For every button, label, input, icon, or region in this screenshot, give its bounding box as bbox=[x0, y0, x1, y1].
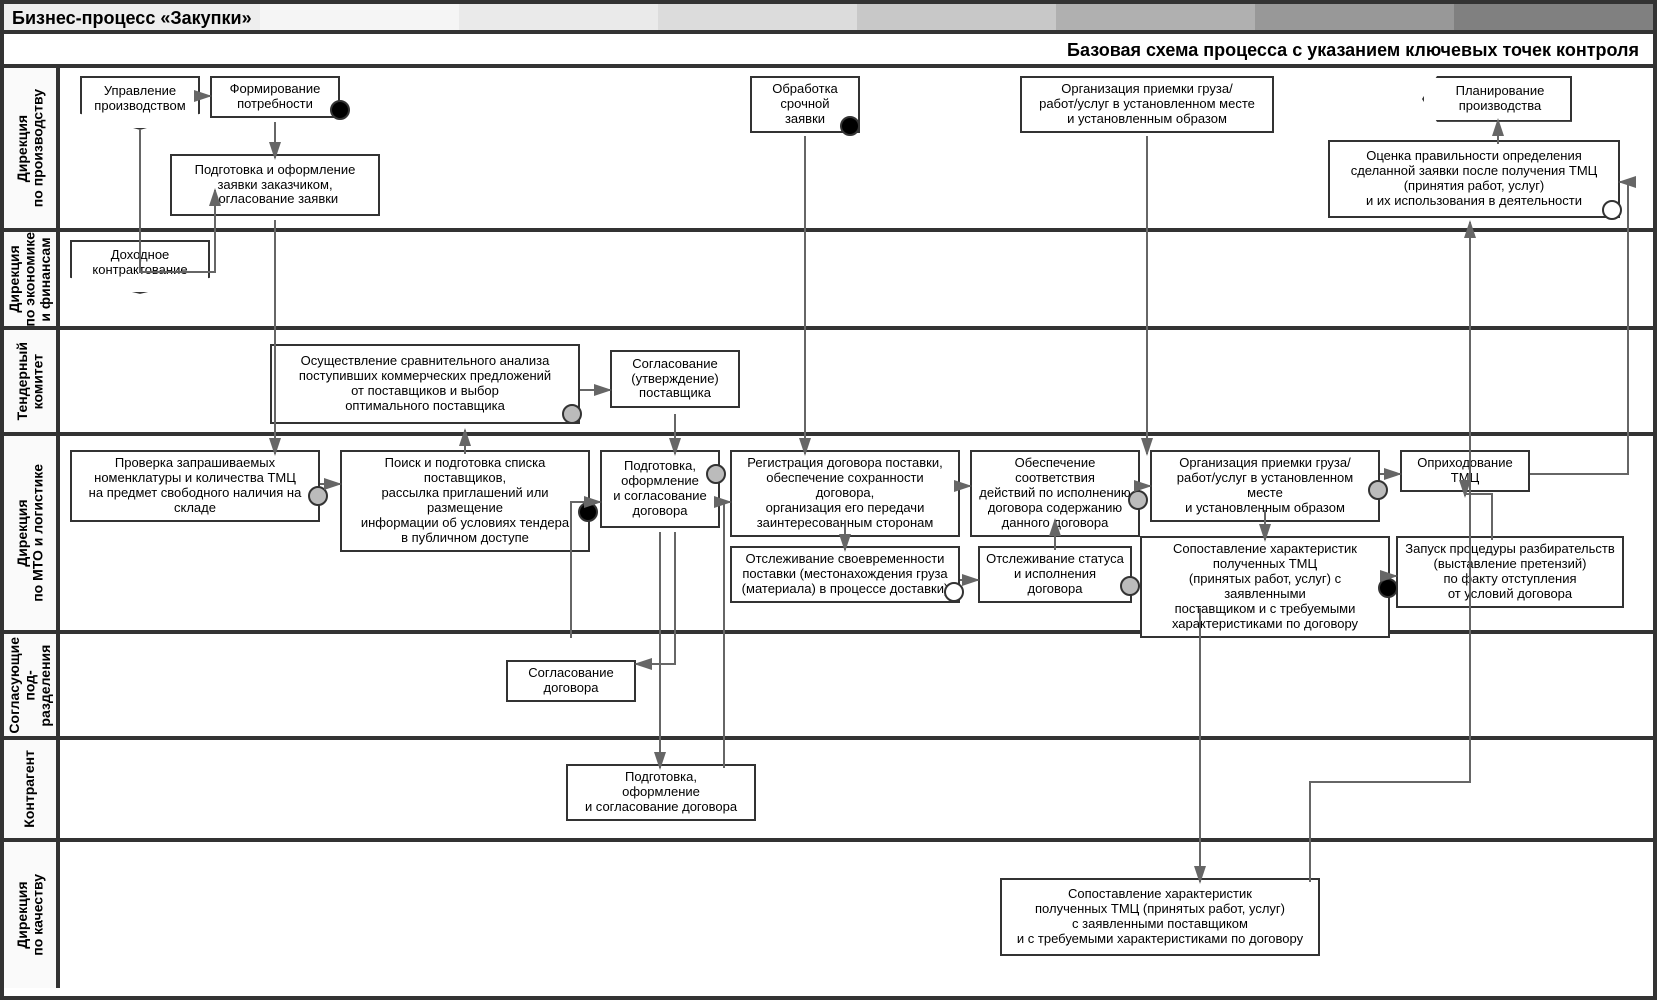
lane-lane3: Тендерный комитет Осуществление сравнител… bbox=[4, 330, 1653, 436]
node-n17: Отслеживание статуса и исполнения догово… bbox=[978, 546, 1132, 603]
swimlanes: Дирекция по производствуУправление произ… bbox=[4, 68, 1653, 992]
node-n24: Сопоставление характеристик полученных Т… bbox=[1000, 878, 1320, 956]
header-bar: Бизнес-процесс «Закупки» bbox=[4, 4, 1653, 34]
lane-content: Осуществление сравнительного анализа пос… bbox=[60, 330, 1653, 432]
node-n18: Организация приемки груза/ работ/услуг в… bbox=[1150, 450, 1380, 522]
node-n2: Формирование потребности bbox=[210, 76, 340, 118]
node-n23: Подготовка, оформление и согласование до… bbox=[566, 764, 756, 821]
node-n16: Обеспечение соответствия действий по исп… bbox=[970, 450, 1140, 537]
lane-label: Контрагент bbox=[4, 740, 60, 838]
lane-label: Дирекция по качеству bbox=[4, 842, 60, 988]
lane-lane2: Дирекция по экономике и финансамДоходное… bbox=[4, 232, 1653, 330]
node-n19: Сопоставление характеристик полученных Т… bbox=[1140, 536, 1390, 638]
lane-content: Согласование договора bbox=[60, 634, 1653, 736]
node-n3: Подготовка и оформление заявки заказчико… bbox=[170, 154, 380, 216]
control-point-white bbox=[944, 582, 964, 602]
control-point-gray bbox=[562, 404, 582, 424]
node-n14: Регистрация договора поставки, обеспечен… bbox=[730, 450, 960, 537]
lane-lane6: Контрагент Подготовка, оформление и согла… bbox=[4, 740, 1653, 842]
lane-content: Доходное контрактование bbox=[60, 232, 1653, 326]
control-point-black bbox=[840, 116, 860, 136]
lane-lane4: Дирекция по МТО и логистикеПроверка запр… bbox=[4, 436, 1653, 634]
control-point-black bbox=[1378, 578, 1398, 598]
header-gradient bbox=[260, 4, 1653, 30]
node-n22: Согласование договора bbox=[506, 660, 636, 702]
node-n8: Доходное контрактование bbox=[70, 240, 210, 294]
control-point-gray bbox=[308, 486, 328, 506]
control-point-black bbox=[330, 100, 350, 120]
lane-content: Проверка запрашиваемых номенклатуры и ко… bbox=[60, 436, 1653, 630]
node-n9: Осуществление сравнительного анализа пос… bbox=[270, 344, 580, 424]
node-n15: Отслеживание своевременности поставки (м… bbox=[730, 546, 960, 603]
lane-label: Тендерный комитет bbox=[4, 330, 60, 432]
lane-content: Сопоставление характеристик полученных Т… bbox=[60, 842, 1653, 988]
node-n5: Организация приемки груза/ работ/услуг в… bbox=[1020, 76, 1274, 133]
node-n7: Оценка правильности определения сделанно… bbox=[1328, 140, 1620, 218]
node-n20: Оприходование ТМЦ bbox=[1400, 450, 1530, 492]
node-n6: Планирование производства bbox=[1422, 76, 1572, 122]
control-point-gray bbox=[1368, 480, 1388, 500]
lane-content: Подготовка, оформление и согласование до… bbox=[60, 740, 1653, 838]
control-point-white bbox=[1602, 200, 1622, 220]
node-n12: Поиск и подготовка списка поставщиков, р… bbox=[340, 450, 590, 552]
diagram-container: Бизнес-процесс «Закупки» Базовая схема п… bbox=[0, 0, 1657, 1000]
control-point-gray bbox=[1120, 576, 1140, 596]
control-point-black bbox=[578, 502, 598, 522]
control-point-gray bbox=[1128, 490, 1148, 510]
control-point-gray bbox=[706, 464, 726, 484]
lane-lane1: Дирекция по производствуУправление произ… bbox=[4, 68, 1653, 232]
lane-label: Согласующие под- разделения bbox=[4, 634, 60, 736]
node-n1: Управление производством bbox=[80, 76, 200, 130]
title: Бизнес-процесс «Закупки» bbox=[4, 4, 260, 30]
lane-lane5: Согласующие под- разделения Согласование … bbox=[4, 634, 1653, 740]
lane-label: Дирекция по экономике и финансам bbox=[4, 232, 60, 326]
lane-content: Управление производствомФормирование пот… bbox=[60, 68, 1653, 228]
lane-label: Дирекция по МТО и логистике bbox=[4, 436, 60, 630]
node-n21: Запуск процедуры разбирательств (выставл… bbox=[1396, 536, 1624, 608]
node-n10: Согласование (утверждение) поставщика bbox=[610, 350, 740, 408]
subtitle: Базовая схема процесса с указанием ключе… bbox=[4, 34, 1653, 68]
node-n11: Проверка запрашиваемых номенклатуры и ко… bbox=[70, 450, 320, 522]
node-n13: Подготовка, оформление и согласование до… bbox=[600, 450, 720, 528]
lane-lane7: Дирекция по качеству Сопоставление характ… bbox=[4, 842, 1653, 988]
lane-label: Дирекция по производству bbox=[4, 68, 60, 228]
